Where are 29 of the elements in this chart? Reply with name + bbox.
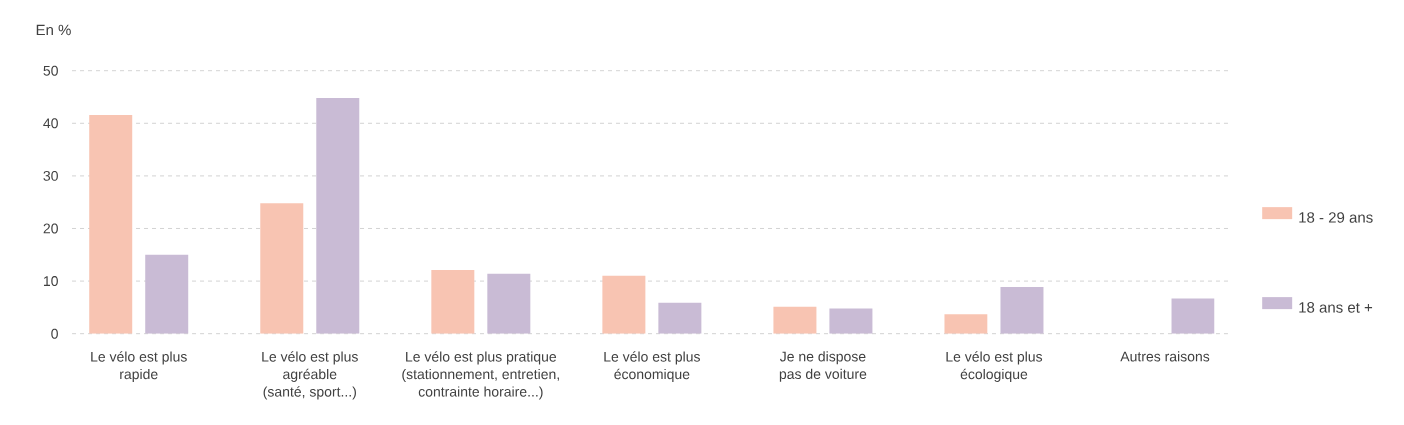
bar — [260, 203, 304, 334]
y-tick-label: 10 — [43, 276, 58, 287]
x-tick-label: Le vélo est plus pratique (stationnement, entretien, contrainte horaire...) — [402, 351, 559, 400]
bar — [602, 275, 646, 334]
legend-label: 18 - 29 ans — [1299, 212, 1373, 223]
bar — [89, 114, 133, 334]
y-tick-label: 50 — [43, 65, 58, 76]
bar — [316, 98, 360, 334]
x-tick-label: Le vélo est plus économique — [604, 351, 700, 382]
bar — [431, 270, 475, 334]
bar — [944, 314, 988, 334]
bar — [658, 302, 702, 334]
x-tick-label: Le vélo est plus agréable (santé, sport...) — [262, 351, 358, 400]
bar — [1171, 298, 1215, 334]
bar — [487, 273, 531, 334]
x-tick-label: Le vélo est plus écologique — [946, 351, 1043, 382]
bar — [1000, 286, 1044, 334]
y-axis-title: En % — [36, 24, 71, 36]
y-tick-label: 0 — [51, 328, 58, 339]
bar — [773, 306, 817, 334]
legend-label: 18 ans et + — [1299, 302, 1373, 313]
y-tick-label: 40 — [43, 118, 58, 129]
x-tick-label: Autres raisons — [1120, 351, 1210, 362]
x-tick-label: Le vélo est plus rapide — [91, 351, 187, 382]
x-tick-label: Je ne dispose pas de voiture — [779, 351, 867, 382]
y-tick-label: 20 — [43, 223, 58, 234]
bar — [145, 254, 189, 334]
bar — [829, 308, 873, 334]
y-tick-label: 30 — [43, 170, 58, 181]
